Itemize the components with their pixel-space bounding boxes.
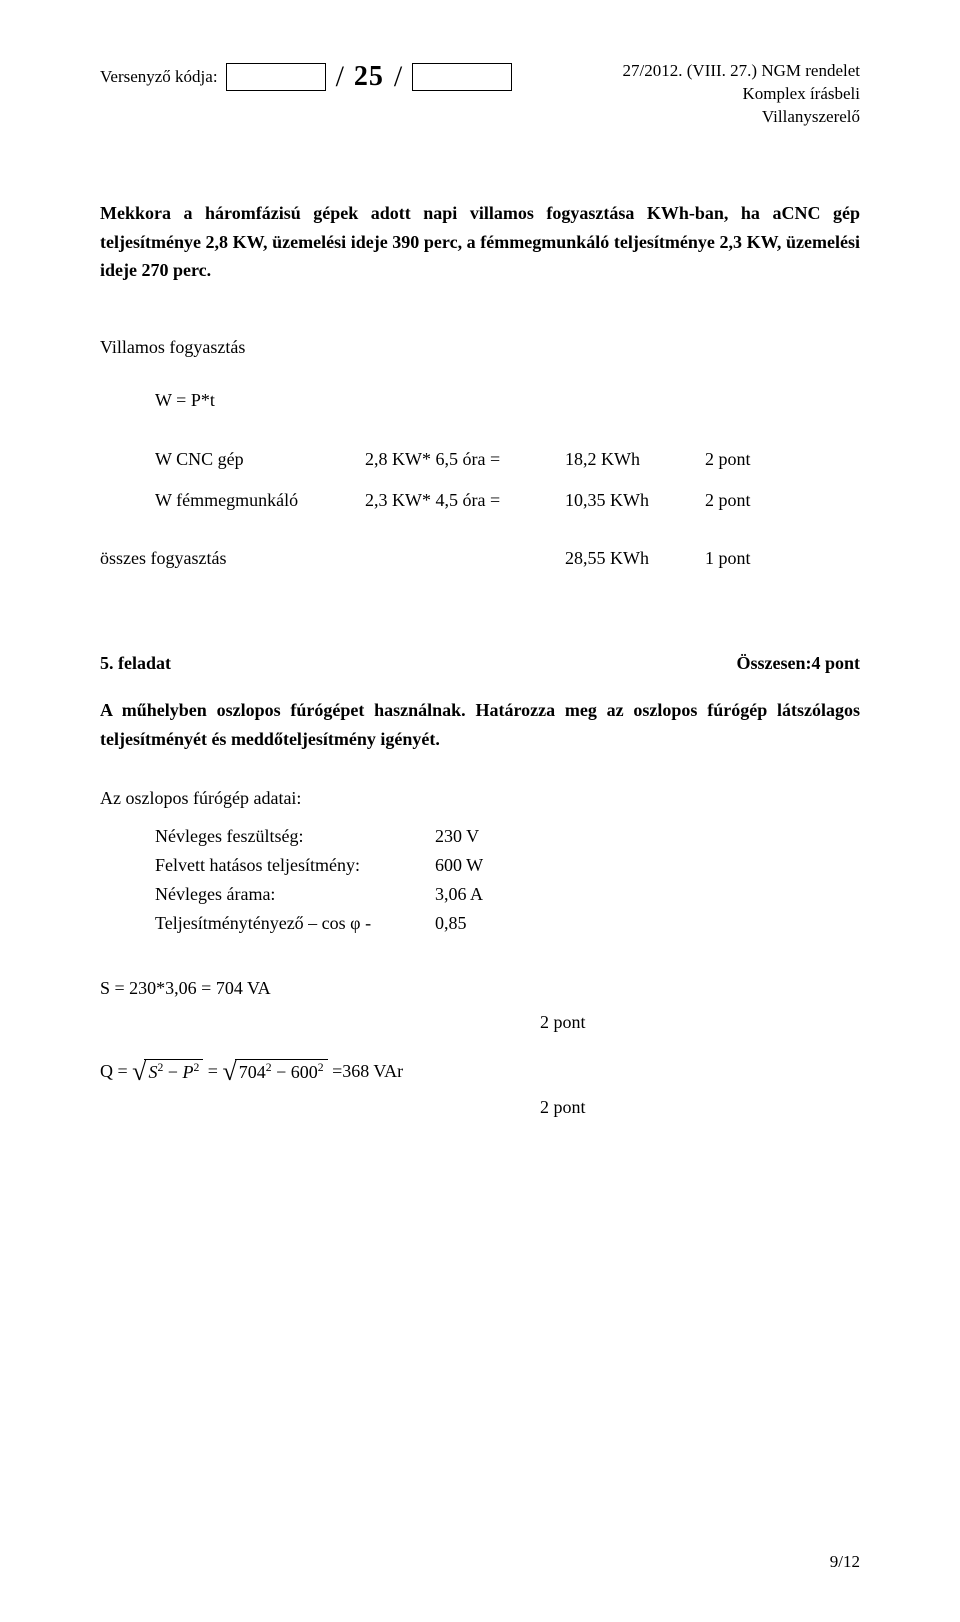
q-eq: = (208, 1061, 223, 1081)
task5-total: Összesen:4 pont (736, 649, 860, 678)
consumption-row: W CNC gép 2,8 KW* 6,5 óra = 18,2 KWh 2 p… (155, 439, 860, 480)
slash-right: / (394, 60, 402, 94)
q-prefix: Q = (100, 1061, 132, 1081)
slash-left: / (336, 60, 344, 94)
code-box-right (412, 63, 512, 91)
sqrt-1: √ S2 − P2 (132, 1059, 203, 1086)
spec-label: Teljesítménytényező – cos φ - (155, 909, 435, 938)
spec-value: 600 W (435, 851, 483, 880)
spec-row: Névleges feszültség: 230 V (155, 822, 860, 851)
q-points: 2 pont (540, 1093, 860, 1122)
task5-section: 5. feladat Összesen:4 pont A műhelyben o… (100, 649, 860, 1121)
row-result: 10,35 KWh (565, 480, 705, 521)
consumption-row: W fémmegmunkáló 2,3 KW* 4,5 óra = 10,35 … (155, 480, 860, 521)
s-points: 2 pont (540, 1008, 860, 1037)
spec-label: Névleges árama: (155, 880, 435, 909)
radicand-2: 7042 − 6002 (235, 1059, 328, 1086)
s-formula: S = 230*3,06 = 704 VA (100, 974, 860, 1003)
task5-header: 5. feladat Összesen:4 pont (100, 649, 860, 678)
content: Mekkora a háromfázisú gépek adott napi v… (100, 199, 860, 1122)
row-name: W fémmegmunkáló (155, 480, 365, 521)
task5-data-title: Az oszlopos fúrógép adatai: (100, 784, 860, 813)
consumption-rows: W CNC gép 2,8 KW* 6,5 óra = 18,2 KWh 2 p… (155, 439, 860, 521)
spec-value: 0,85 (435, 909, 467, 938)
spec-label: Felvett hatásos teljesítmény: (155, 851, 435, 880)
total-points: 1 pont (705, 538, 860, 579)
spec-row: Teljesítménytényező – cos φ - 0,85 (155, 909, 860, 938)
q-formula: Q = √ S2 − P2 = √ 7042 − 6002 =368 VAr (100, 1057, 860, 1087)
q-formula-block: Q = √ S2 − P2 = √ 7042 − 6002 =368 VAr 2… (100, 1057, 860, 1121)
code-box-left (226, 63, 326, 91)
consumption-total: összes fogyasztás 28,55 KWh 1 pont (100, 538, 860, 579)
row-calc: 2,8 KW* 6,5 óra = (365, 439, 565, 480)
task5-text: A műhelyben oszlopos fúrógépet használna… (100, 696, 860, 754)
spec-row: Névleges árama: 3,06 A (155, 880, 860, 909)
spec-label: Névleges feszültség: (155, 822, 435, 851)
problem-statement: Mekkora a háromfázisú gépek adott napi v… (100, 199, 860, 285)
radicand-1: S2 − P2 (144, 1059, 203, 1086)
consumption-title: Villamos fogyasztás (100, 333, 860, 362)
profession-line: Villanyszerelő (623, 106, 860, 129)
code-number: 25 (354, 61, 384, 93)
sqrt-2: √ 7042 − 6002 (222, 1059, 327, 1086)
row-calc: 2,3 KW* 4,5 óra = (365, 480, 565, 521)
row-result: 18,2 KWh (565, 439, 705, 480)
s-formula-block: S = 230*3,06 = 704 VA 2 pont (100, 974, 860, 1038)
consumption-section: Villamos fogyasztás W = P*t W CNC gép 2,… (100, 333, 860, 579)
spec-list: Névleges feszültség: 230 V Felvett hatás… (155, 822, 860, 937)
task5-data-block: Az oszlopos fúrógép adatai: Névleges fes… (100, 784, 860, 938)
competitor-code-block: Versenyző kódja: / 25 / (100, 60, 512, 94)
exam-type-line: Komplex írásbeli (623, 83, 860, 106)
total-row: összes fogyasztás 28,55 KWh 1 pont (100, 538, 860, 579)
page-number: 9/12 (830, 1552, 860, 1572)
total-result: 28,55 KWh (565, 538, 705, 579)
task5-label: 5. feladat (100, 649, 171, 678)
spec-row: Felvett hatásos teljesítmény: 600 W (155, 851, 860, 880)
spec-value: 230 V (435, 822, 479, 851)
row-points: 2 pont (705, 480, 860, 521)
row-points: 2 pont (705, 439, 860, 480)
q-suffix: =368 VAr (332, 1061, 403, 1081)
total-name: összes fogyasztás (100, 538, 365, 579)
regulation-line: 27/2012. (VIII. 27.) NGM rendelet (623, 60, 860, 83)
consumption-formula: W = P*t (155, 386, 860, 415)
row-name: W CNC gép (155, 439, 365, 480)
competitor-code-label: Versenyző kódja: (100, 67, 218, 87)
page-header: Versenyző kódja: / 25 / 27/2012. (VIII. … (100, 60, 860, 129)
spec-value: 3,06 A (435, 880, 483, 909)
header-right-block: 27/2012. (VIII. 27.) NGM rendelet Komple… (623, 60, 860, 129)
